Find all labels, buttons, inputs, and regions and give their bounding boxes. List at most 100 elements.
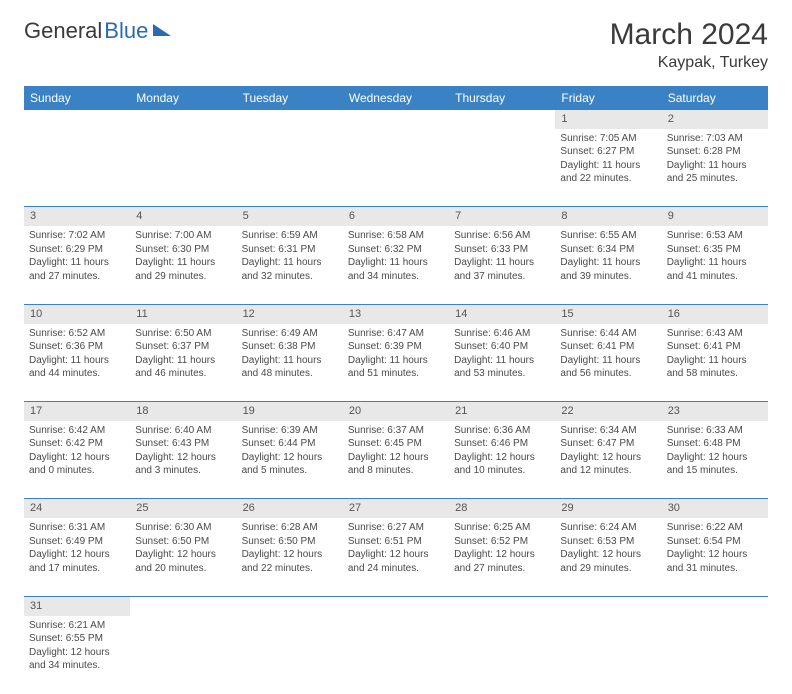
daylight-text-2: and 3 minutes. (135, 464, 231, 478)
sunrise-text: Sunrise: 6:55 AM (560, 229, 656, 243)
day-number: 18 (130, 402, 236, 421)
sunrise-text: Sunrise: 6:39 AM (242, 424, 338, 438)
weekday-header: Friday (555, 86, 661, 110)
day-cell (343, 129, 449, 207)
daylight-text-1: Daylight: 12 hours (242, 451, 338, 465)
sunrise-text: Sunrise: 6:30 AM (135, 521, 231, 535)
sunset-text: Sunset: 6:48 PM (667, 437, 763, 451)
day-content-row: Sunrise: 7:05 AMSunset: 6:27 PMDaylight:… (24, 129, 768, 207)
day-cell: Sunrise: 6:52 AMSunset: 6:36 PMDaylight:… (24, 324, 130, 402)
page-title: March 2024 (610, 18, 768, 52)
sail-icon (153, 24, 171, 36)
day-content-row: Sunrise: 6:21 AMSunset: 6:55 PMDaylight:… (24, 616, 768, 694)
day-number: 19 (237, 402, 343, 421)
sunrise-text: Sunrise: 7:00 AM (135, 229, 231, 243)
daylight-text-2: and 37 minutes. (454, 270, 550, 284)
location: Kaypak, Turkey (610, 54, 768, 72)
sunrise-text: Sunrise: 6:59 AM (242, 229, 338, 243)
sunset-text: Sunset: 6:43 PM (135, 437, 231, 451)
daylight-text-2: and 20 minutes. (135, 562, 231, 576)
daylight-text-1: Daylight: 12 hours (667, 548, 763, 562)
daylight-text-2: and 41 minutes. (667, 270, 763, 284)
day-cell: Sunrise: 6:31 AMSunset: 6:49 PMDaylight:… (24, 518, 130, 596)
day-number: 11 (130, 304, 236, 323)
daylight-text-2: and 29 minutes. (135, 270, 231, 284)
day-cell (237, 616, 343, 694)
sunset-text: Sunset: 6:33 PM (454, 243, 550, 257)
day-number (130, 596, 236, 615)
daylight-text-1: Daylight: 11 hours (348, 354, 444, 368)
sunset-text: Sunset: 6:29 PM (29, 243, 125, 257)
sunset-text: Sunset: 6:41 PM (560, 340, 656, 354)
daylight-text-1: Daylight: 11 hours (242, 256, 338, 270)
sunset-text: Sunset: 6:53 PM (560, 535, 656, 549)
sunrise-text: Sunrise: 6:37 AM (348, 424, 444, 438)
sunset-text: Sunset: 6:50 PM (135, 535, 231, 549)
day-number: 17 (24, 402, 130, 421)
sunset-text: Sunset: 6:34 PM (560, 243, 656, 257)
weekday-header: Thursday (449, 86, 555, 110)
sunrise-text: Sunrise: 6:40 AM (135, 424, 231, 438)
day-number-row: 3456789 (24, 207, 768, 226)
daylight-text-1: Daylight: 11 hours (29, 354, 125, 368)
day-number: 25 (130, 499, 236, 518)
sunset-text: Sunset: 6:39 PM (348, 340, 444, 354)
day-number-row: 31 (24, 596, 768, 615)
day-content-row: Sunrise: 7:02 AMSunset: 6:29 PMDaylight:… (24, 226, 768, 304)
day-cell (555, 616, 661, 694)
day-number: 9 (662, 207, 768, 226)
day-cell: Sunrise: 6:40 AMSunset: 6:43 PMDaylight:… (130, 421, 236, 499)
sunrise-text: Sunrise: 6:58 AM (348, 229, 444, 243)
sunset-text: Sunset: 6:31 PM (242, 243, 338, 257)
day-number: 4 (130, 207, 236, 226)
day-number (449, 596, 555, 615)
day-cell: Sunrise: 6:37 AMSunset: 6:45 PMDaylight:… (343, 421, 449, 499)
day-cell: Sunrise: 7:02 AMSunset: 6:29 PMDaylight:… (24, 226, 130, 304)
day-number: 5 (237, 207, 343, 226)
daylight-text-2: and 0 minutes. (29, 464, 125, 478)
daylight-text-1: Daylight: 12 hours (348, 548, 444, 562)
daylight-text-1: Daylight: 11 hours (454, 354, 550, 368)
day-number: 27 (343, 499, 449, 518)
day-number: 21 (449, 402, 555, 421)
day-number: 30 (662, 499, 768, 518)
day-number: 2 (662, 110, 768, 129)
daylight-text-2: and 25 minutes. (667, 172, 763, 186)
day-number: 15 (555, 304, 661, 323)
sunset-text: Sunset: 6:44 PM (242, 437, 338, 451)
day-number: 31 (24, 596, 130, 615)
day-number-row: 12 (24, 110, 768, 129)
day-number: 28 (449, 499, 555, 518)
daylight-text-2: and 8 minutes. (348, 464, 444, 478)
day-number: 10 (24, 304, 130, 323)
day-number: 22 (555, 402, 661, 421)
sunset-text: Sunset: 6:32 PM (348, 243, 444, 257)
daylight-text-1: Daylight: 12 hours (348, 451, 444, 465)
day-cell: Sunrise: 6:58 AMSunset: 6:32 PMDaylight:… (343, 226, 449, 304)
day-number: 14 (449, 304, 555, 323)
day-number: 29 (555, 499, 661, 518)
daylight-text-1: Daylight: 11 hours (135, 256, 231, 270)
logo-text-2: Blue (104, 18, 148, 44)
sunrise-text: Sunrise: 6:24 AM (560, 521, 656, 535)
day-cell: Sunrise: 6:59 AMSunset: 6:31 PMDaylight:… (237, 226, 343, 304)
daylight-text-2: and 22 minutes. (560, 172, 656, 186)
day-number: 16 (662, 304, 768, 323)
sunrise-text: Sunrise: 6:25 AM (454, 521, 550, 535)
daylight-text-2: and 10 minutes. (454, 464, 550, 478)
sunset-text: Sunset: 6:50 PM (242, 535, 338, 549)
daylight-text-1: Daylight: 11 hours (667, 354, 763, 368)
sunset-text: Sunset: 6:42 PM (29, 437, 125, 451)
day-number (662, 596, 768, 615)
day-cell (343, 616, 449, 694)
weekday-header-row: Sunday Monday Tuesday Wednesday Thursday… (24, 86, 768, 110)
day-cell: Sunrise: 6:55 AMSunset: 6:34 PMDaylight:… (555, 226, 661, 304)
day-content-row: Sunrise: 6:52 AMSunset: 6:36 PMDaylight:… (24, 324, 768, 402)
sunset-text: Sunset: 6:54 PM (667, 535, 763, 549)
sunrise-text: Sunrise: 6:36 AM (454, 424, 550, 438)
sunrise-text: Sunrise: 7:05 AM (560, 132, 656, 146)
daylight-text-1: Daylight: 12 hours (560, 548, 656, 562)
daylight-text-2: and 27 minutes. (29, 270, 125, 284)
day-number (24, 110, 130, 129)
day-cell (237, 129, 343, 207)
